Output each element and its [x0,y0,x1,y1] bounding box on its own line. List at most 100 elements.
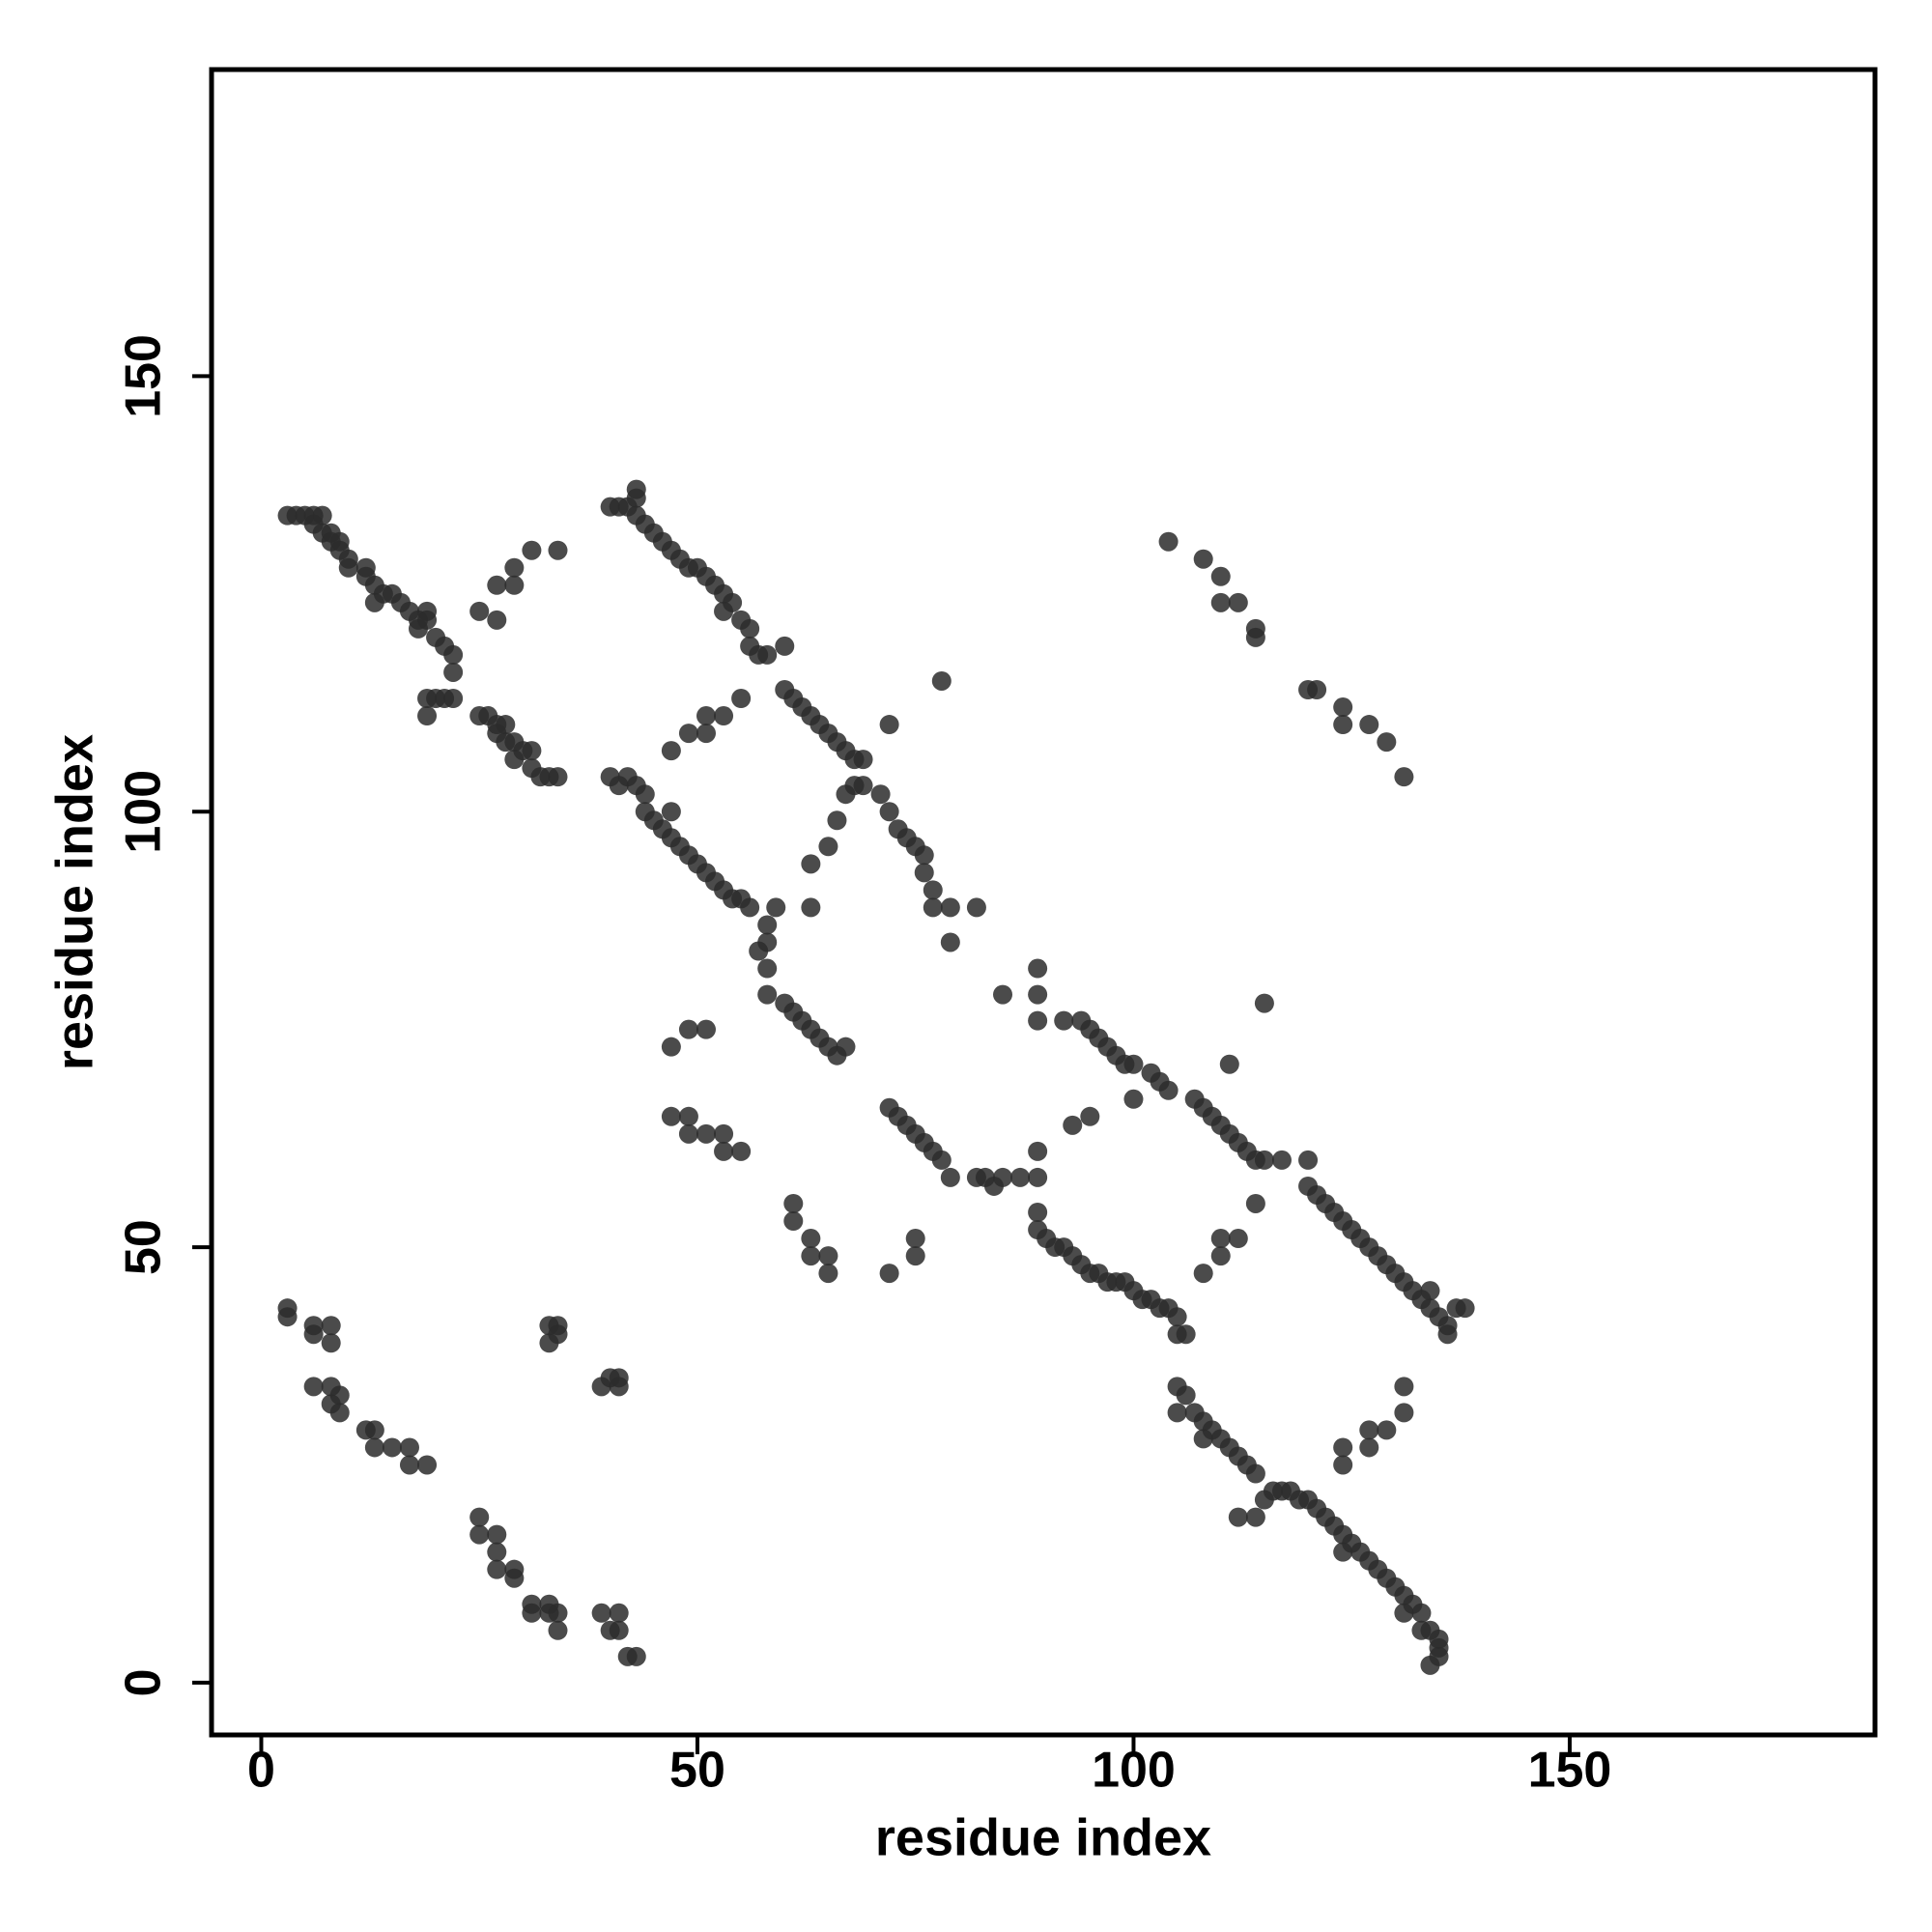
point [382,1437,402,1458]
point [1228,1507,1248,1527]
point [1228,592,1248,612]
point [417,601,438,621]
point [364,592,384,612]
point [443,662,464,682]
point [923,897,943,918]
point [731,1141,752,1161]
point [696,1019,716,1039]
point [1245,1463,1265,1484]
point [1359,715,1379,735]
point [504,575,525,595]
point [775,636,795,656]
point [940,897,960,918]
point [723,592,743,612]
point [696,1123,716,1144]
point [487,610,507,630]
point [931,670,952,691]
point [696,724,716,744]
point [1307,679,1327,699]
x-tick-label: 100 [1092,1743,1176,1799]
point [678,724,698,744]
point [443,689,464,709]
point [923,880,943,900]
point [635,784,655,805]
point [757,984,778,1005]
point [626,479,646,499]
point [469,1524,490,1545]
point [303,1324,324,1345]
point [905,1246,925,1266]
y-tick-label: 150 [116,334,172,418]
point [504,557,525,578]
point [879,715,899,735]
point [931,1150,952,1170]
point [487,575,507,595]
point [1167,1307,1187,1327]
point [766,897,786,918]
point [879,802,899,822]
point [1254,1150,1274,1170]
point [487,1559,507,1579]
point [757,644,778,665]
point [1193,1264,1213,1284]
point [661,741,681,761]
point [609,1603,629,1623]
point [591,1603,611,1623]
point [740,618,760,639]
x-tick-label: 150 [1528,1743,1612,1799]
y-tick-label: 100 [116,770,172,854]
x-tick-label: 0 [247,1743,275,1799]
point [1333,715,1353,735]
point [914,845,934,866]
point [818,1264,838,1284]
point [678,1106,698,1126]
point [940,932,960,952]
point [1210,566,1231,586]
point [548,767,568,787]
point [1254,993,1274,1013]
point [548,1324,568,1345]
plot-frame [209,67,1878,1738]
point [522,540,542,560]
point [740,897,760,918]
point [1028,1010,1048,1031]
point [1333,697,1353,718]
point [714,1141,734,1161]
point [1028,984,1048,1005]
point [1359,1420,1379,1440]
point [1333,1455,1353,1475]
point [1394,1377,1414,1397]
point [1377,1420,1397,1440]
point [870,784,891,805]
point [548,1603,568,1623]
point [678,1123,698,1144]
point [469,1507,490,1527]
point [940,1167,960,1187]
point [661,1037,681,1057]
point [827,810,847,831]
point [1028,1141,1048,1161]
y-axis-label: residue index [45,734,103,1070]
point [1210,1229,1231,1249]
point [303,1377,324,1397]
point [329,1403,350,1423]
point [696,706,716,726]
point [661,802,681,822]
point [1411,1603,1432,1623]
point [522,741,542,761]
point [399,1437,419,1458]
point [1028,1202,1048,1222]
point [966,897,986,918]
point [1028,1167,1048,1187]
point [801,854,821,874]
point [504,1568,525,1588]
point [1245,627,1265,647]
point [993,1167,1013,1187]
point [853,776,873,796]
point [487,1542,507,1562]
point [993,984,1013,1005]
point [1455,1298,1475,1319]
point [879,1264,899,1284]
point [1245,1507,1265,1527]
